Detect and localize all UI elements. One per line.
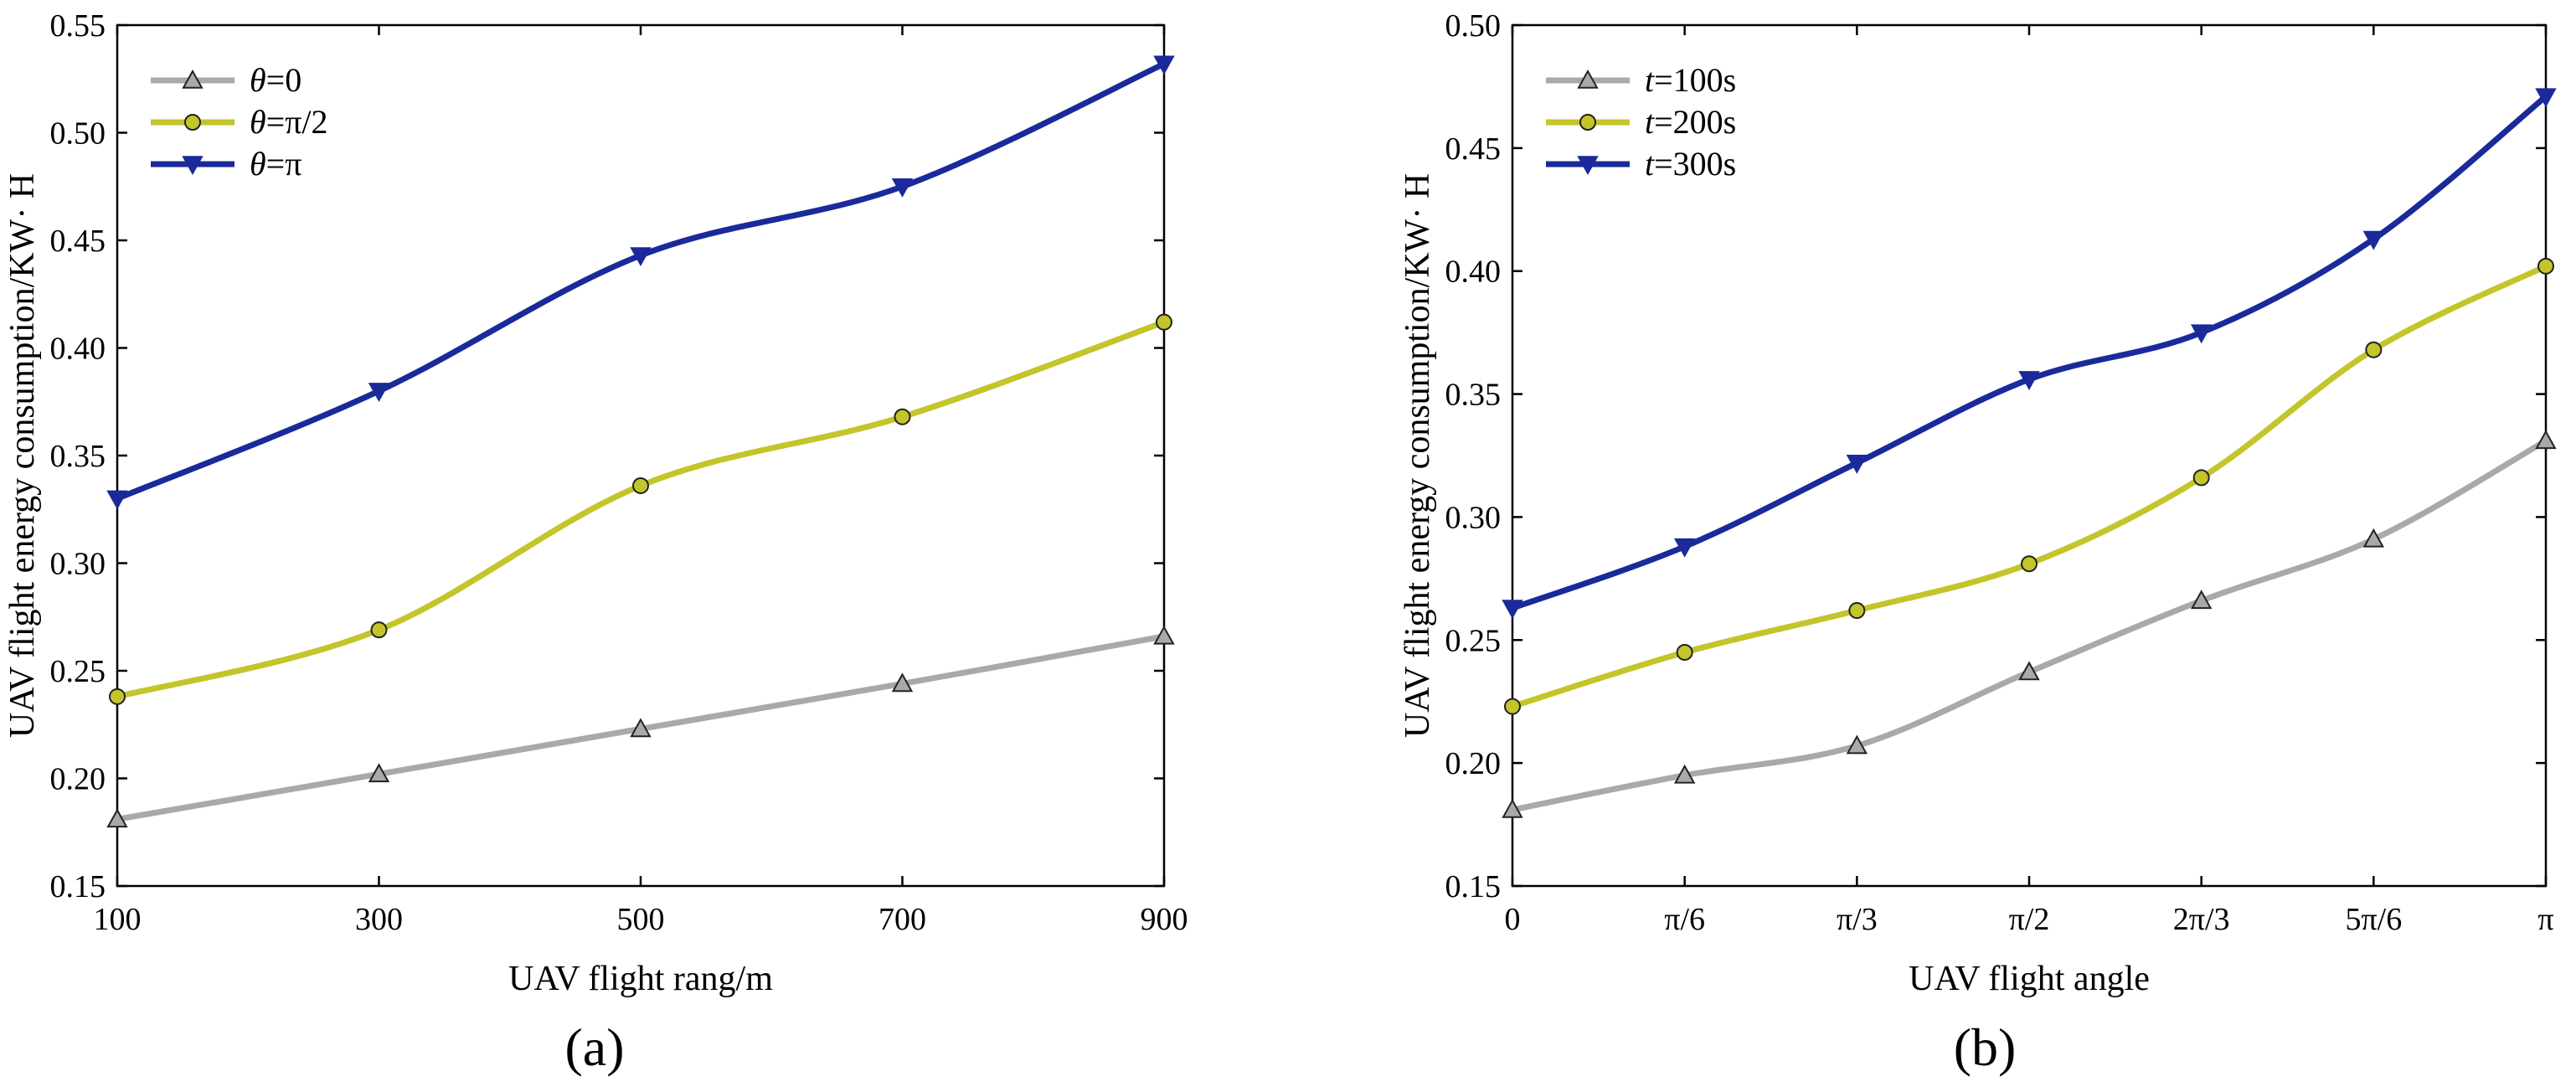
x-tick-label: 100 (94, 902, 142, 937)
legend-marker (1577, 69, 1599, 89)
series-0: θ=0 (106, 61, 1175, 828)
data-point (2362, 528, 2385, 548)
y-axis-label: UAV flight energy consumption/KW· H (3, 173, 42, 738)
y-tick-label: 0.55 (50, 8, 106, 44)
data-point (630, 718, 652, 738)
y-tick-label: 0.40 (50, 332, 106, 367)
data-point (1502, 798, 1523, 818)
y-tick-label: 0.45 (50, 224, 106, 259)
x-tick-label: π/3 (1837, 902, 1878, 937)
series-line (1509, 437, 2549, 813)
x-tick-label: 900 (1141, 902, 1188, 937)
y-tick-label: 0.30 (1445, 500, 1502, 535)
y-tick-label: 0.25 (1445, 623, 1502, 658)
legend-label: t=100s (1645, 61, 1736, 99)
data-point (1504, 698, 1521, 715)
x-tick-label: 300 (355, 902, 403, 937)
data-point (632, 476, 649, 494)
data-point (2362, 230, 2385, 250)
data-point (2190, 324, 2213, 344)
data-point (1676, 643, 1693, 661)
series-2: t=300s (1502, 88, 2557, 620)
legend-marker (1579, 114, 1596, 131)
data-point (106, 490, 128, 510)
legend-marker (182, 156, 204, 176)
y-tick-label: 0.15 (50, 869, 106, 904)
data-point (1846, 455, 1868, 474)
y-tick-label: 0.35 (1445, 378, 1502, 413)
data-point (2021, 555, 2038, 573)
legend-marker (1577, 156, 1599, 176)
data-point (1673, 538, 1696, 558)
y-tick-label: 0.20 (1445, 746, 1502, 781)
data-point (2365, 341, 2383, 358)
data-point (109, 688, 126, 705)
x-tick-label: π/2 (2009, 902, 2050, 937)
data-point (894, 408, 911, 425)
data-point (1846, 734, 1868, 755)
data-point (2192, 469, 2210, 487)
data-point (630, 247, 652, 267)
series-2: θ=π (106, 55, 1175, 510)
series-1: t=200s (1504, 103, 2554, 715)
y-tick-label: 0.50 (1445, 8, 1502, 44)
data-point (2537, 257, 2554, 275)
data-point (1848, 602, 1866, 620)
data-point (2535, 430, 2557, 450)
x-tick-label: 700 (878, 902, 926, 937)
x-tick-label: π/6 (1664, 902, 1705, 937)
data-point (1153, 625, 1175, 645)
panel-label: (b) (1954, 1017, 2017, 1077)
data-point (370, 621, 388, 639)
series-line (114, 319, 1167, 700)
data-point (2018, 661, 2040, 681)
data-point (1153, 55, 1175, 75)
x-axis-label: UAV flight angle (1909, 960, 2150, 998)
chart-panel-b: 0.15 0.20 0.25 0.30 0.35 0.40 0.45 0.50 0 π/6 π/3 π… (1399, 8, 2557, 1077)
x-tick-label: 500 (617, 902, 665, 937)
y-tick-label: 0.30 (50, 547, 106, 582)
legend-label: t=200s (1645, 103, 1736, 141)
data-point (106, 808, 128, 828)
series-0: t=100s (1502, 61, 2557, 818)
y-tick-label: 0.35 (50, 439, 106, 474)
legend-label: θ=π (250, 145, 301, 183)
x-tick-label: 2π/3 (2173, 902, 2230, 937)
x-tick-label: 0 (1505, 902, 1521, 937)
data-point (1673, 764, 1696, 784)
y-tick-label: 0.25 (50, 654, 106, 689)
legend-label: t=300s (1645, 145, 1736, 183)
data-point (1156, 313, 1172, 331)
x-axis-label: UAV flight rang/m (508, 960, 773, 998)
data-point (891, 178, 914, 198)
x-tick-label: π (2537, 902, 2553, 937)
data-point (2190, 590, 2213, 610)
panel-label: (a) (564, 1017, 624, 1077)
y-tick-label: 0.40 (1445, 255, 1502, 290)
chart-panel-a: 0.15 0.20 0.25 0.30 0.35 0.40 0.45 0.50 0.55 100 3… (3, 8, 1188, 1077)
data-point (368, 383, 390, 402)
data-point (1502, 600, 1523, 620)
data-point (891, 672, 914, 693)
y-tick-label: 0.20 (50, 762, 106, 797)
series-line (1509, 263, 2549, 710)
data-point (368, 763, 390, 783)
legend-marker (184, 114, 201, 131)
y-tick-label: 0.50 (50, 116, 106, 152)
y-tick-label: 0.15 (1445, 869, 1502, 904)
data-point (2018, 371, 2040, 391)
data-point (2535, 88, 2557, 108)
y-tick-label: 0.45 (1445, 131, 1502, 167)
series-1: θ=π/2 (109, 103, 1172, 705)
legend-label: θ=π/2 (250, 103, 328, 141)
legend-marker (182, 69, 204, 89)
x-tick-label: 5π/6 (2345, 902, 2402, 937)
y-axis-label: UAV flight energy consumption/KW· H (1399, 173, 1437, 738)
legend-label: θ=0 (250, 61, 301, 99)
